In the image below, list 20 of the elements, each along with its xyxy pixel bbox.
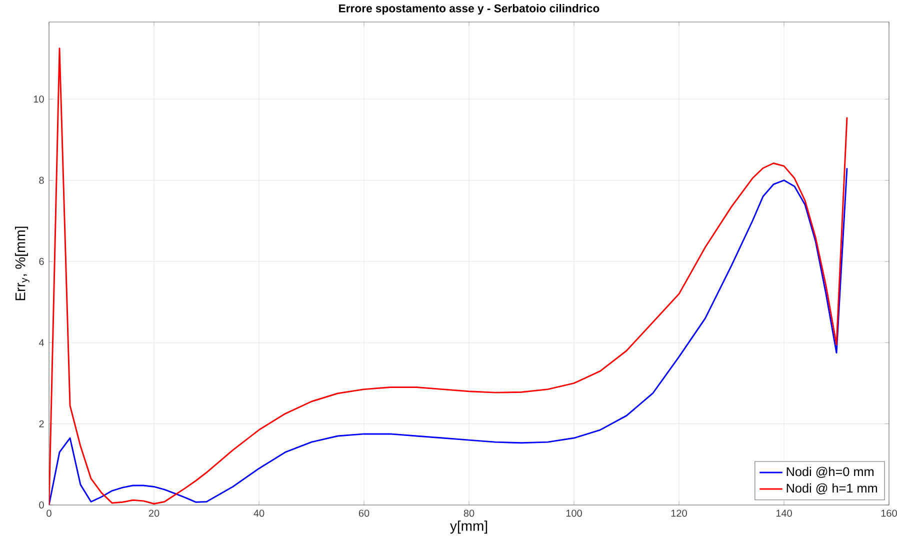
y-tick-label: 6: [39, 258, 44, 266]
x-tick-label: 20: [148, 510, 160, 517]
legend-label: Nodi @h=0 mm: [786, 466, 874, 478]
y-tick-label: 10: [34, 96, 44, 103]
x-tick-label: 140: [776, 510, 792, 517]
x-tick-label: 80: [464, 510, 474, 517]
x-tick-label: 100: [566, 510, 582, 517]
y-axis-title: Err$_{y}$, %[mm]: [14, 226, 30, 300]
x-tick-label: 160: [881, 510, 897, 517]
y-tick-label: 2: [39, 420, 44, 428]
legend-label: Nodi @ h=1 mm: [786, 483, 878, 494]
x-axis-title: y[mm]: [450, 520, 488, 534]
x-tick-label: 40: [254, 510, 264, 517]
x-tick-label: 0: [46, 510, 52, 517]
y-tick-label: 0: [39, 501, 44, 509]
y-tick-label: 4: [38, 339, 44, 346]
chart-title: Errore spostamento asse y - Serbatoio cilindrico: [339, 4, 600, 15]
x-tick-label: 60: [358, 510, 370, 517]
x-tick-label: 120: [671, 510, 687, 517]
y-tick-label: 8: [39, 176, 44, 184]
